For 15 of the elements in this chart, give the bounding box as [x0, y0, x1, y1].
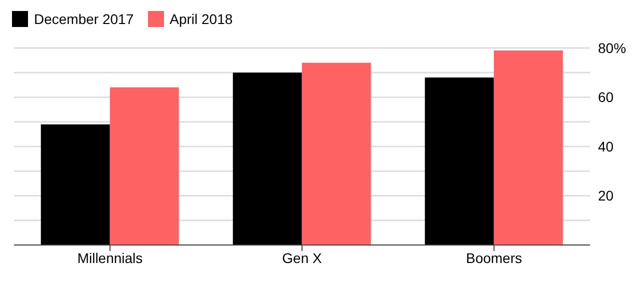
x-tick-label: Gen X: [282, 250, 322, 266]
x-tick-label: Millennials: [77, 250, 143, 266]
bar: [40, 124, 110, 245]
y-tick-label: 20: [598, 188, 614, 204]
bar: [494, 50, 563, 245]
y-tick-label: 60: [598, 89, 614, 106]
bar: [424, 78, 494, 245]
x-tick-label: Boomers: [466, 250, 522, 266]
y-tick-label: 40: [598, 138, 614, 154]
y-tick-label: 80%: [598, 40, 626, 56]
bar: [232, 72, 302, 245]
bar: [110, 87, 179, 245]
legend-label: April 2018: [170, 11, 233, 27]
bar: [302, 62, 371, 245]
legend-label: December 2017: [34, 11, 134, 27]
